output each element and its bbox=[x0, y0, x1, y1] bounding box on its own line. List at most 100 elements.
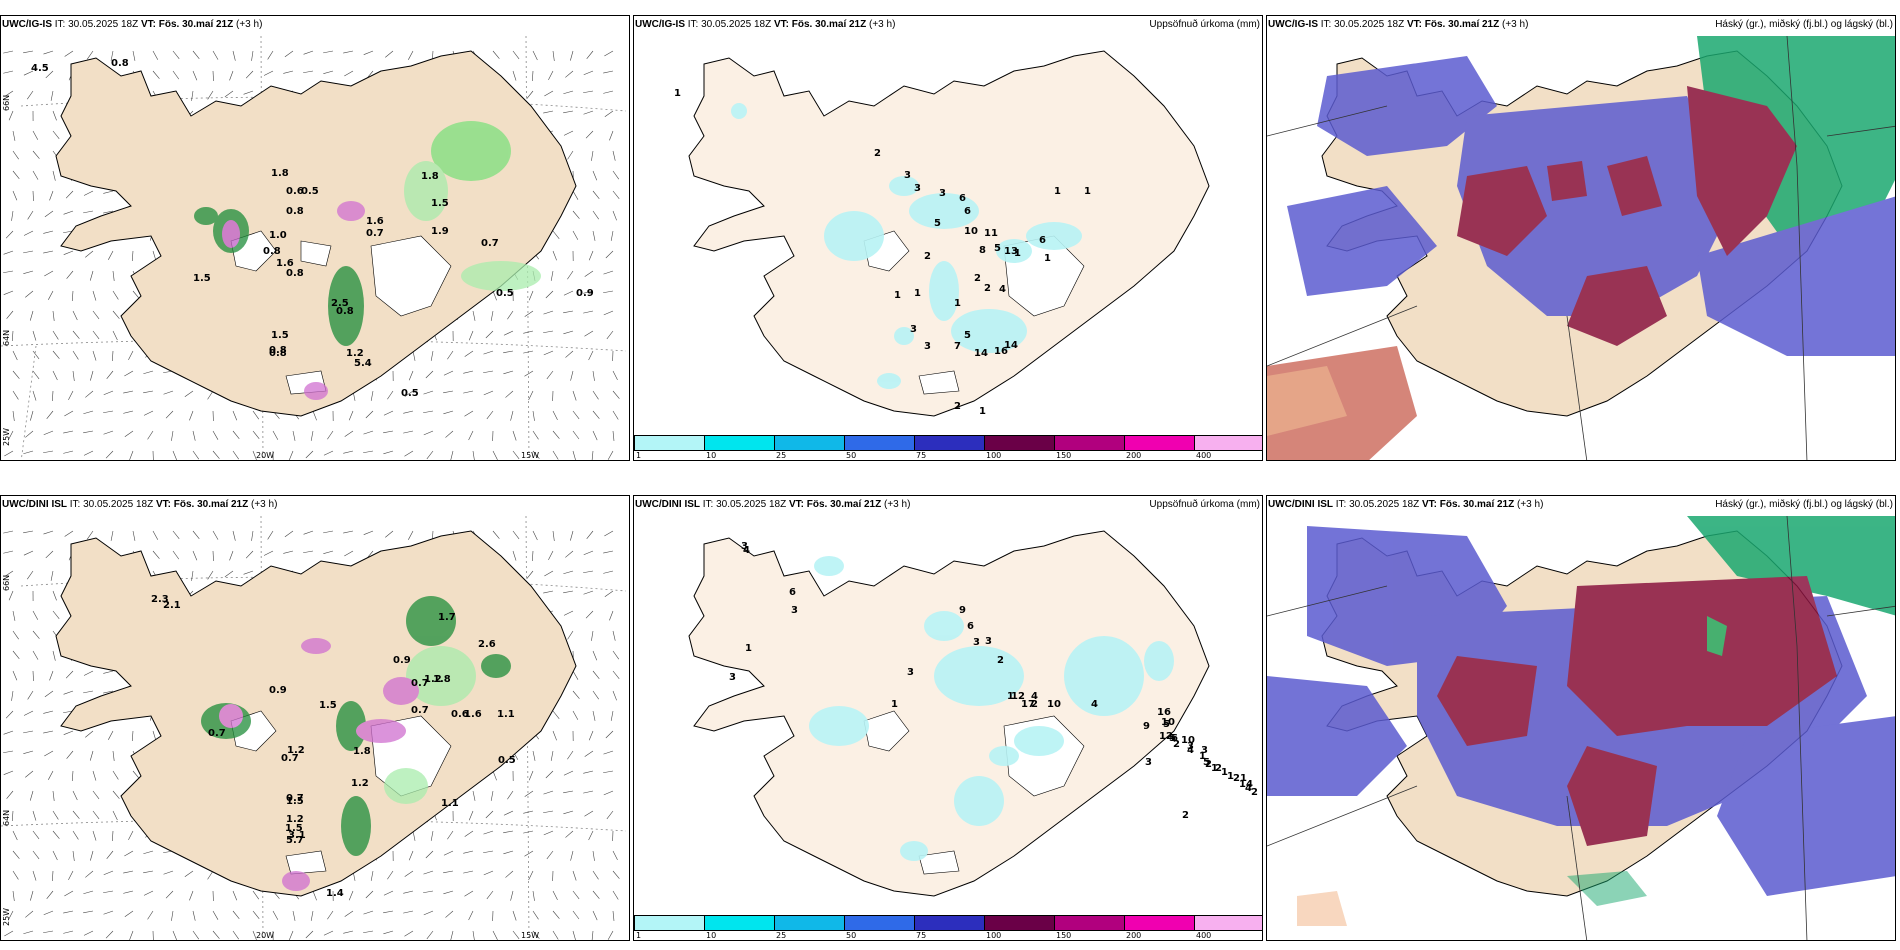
map-value-label: 1.8 bbox=[271, 168, 289, 179]
wind-speed-labels: 4.5 0.81.80.50.80.61.60.71.81.51.91.00.81… bbox=[31, 58, 594, 399]
map-value-label: 1 bbox=[1084, 186, 1091, 197]
wind-barb bbox=[172, 70, 180, 80]
wind-patches bbox=[194, 121, 541, 400]
wind-barb bbox=[612, 430, 615, 441]
colorbar-swatch bbox=[704, 435, 775, 451]
wind-barb bbox=[52, 850, 58, 861]
map-value-label: 1 bbox=[979, 406, 986, 417]
colorbar-swatch bbox=[914, 435, 985, 451]
map-value-label: 2 bbox=[984, 283, 991, 294]
wind-barb bbox=[609, 130, 614, 141]
map-value-label: 0.5 bbox=[496, 288, 514, 299]
wind-barb bbox=[232, 430, 240, 439]
wind-barb bbox=[612, 650, 620, 660]
colorbar: 1 10 25 50 75 100 150 200 400 bbox=[634, 435, 1262, 460]
panel-title: UWC/IG-IS IT: 30.05.2025 18Z VT: Fös. 30… bbox=[1268, 19, 1529, 30]
wind-barb bbox=[523, 330, 534, 334]
wind-barb bbox=[63, 930, 74, 934]
map-value-label: 0.8 bbox=[263, 246, 281, 257]
wind-barb bbox=[610, 710, 614, 721]
wind-barb bbox=[503, 330, 514, 336]
wind-barb bbox=[468, 810, 474, 821]
wind-barb bbox=[592, 870, 599, 880]
wind-barb bbox=[32, 870, 37, 881]
wind-barb bbox=[44, 270, 54, 277]
wind-barb bbox=[552, 430, 560, 439]
map-value-label: 2 bbox=[1031, 699, 1038, 710]
map-value-label: 1.2 bbox=[424, 674, 442, 685]
map-value-label: 14 bbox=[1239, 779, 1253, 790]
wind-barb bbox=[583, 70, 594, 76]
wind-barb bbox=[44, 690, 54, 698]
wind-barb bbox=[85, 870, 94, 878]
map-value-label: 1 bbox=[1054, 186, 1061, 197]
map-value-label: 6 bbox=[959, 193, 966, 204]
wind-barb bbox=[132, 50, 136, 61]
wind-barb bbox=[404, 870, 414, 877]
map-value-label: 13 bbox=[1004, 246, 1018, 257]
wind-barb bbox=[192, 930, 200, 940]
wind-barb bbox=[526, 570, 534, 579]
wind-barb bbox=[327, 910, 334, 920]
colorbar-swatch bbox=[634, 435, 705, 451]
iceland-land bbox=[688, 50, 1210, 417]
wind-barb bbox=[303, 50, 314, 55]
wind-barb bbox=[543, 110, 554, 114]
wind-barb bbox=[303, 70, 314, 74]
wind-barb bbox=[423, 890, 434, 894]
wind-barb bbox=[443, 870, 454, 874]
wind-barb bbox=[272, 430, 279, 440]
wind-barb bbox=[512, 930, 520, 940]
wind-barb bbox=[3, 290, 14, 295]
map-value-label: 1 bbox=[1221, 767, 1228, 778]
wind-barb bbox=[251, 530, 254, 541]
wind-barb bbox=[112, 770, 119, 780]
map-value-label: 4 bbox=[743, 545, 750, 556]
wind-barb bbox=[25, 430, 34, 438]
wind-barb bbox=[284, 530, 294, 538]
colorbar-swatch bbox=[984, 915, 1055, 931]
wind-barb bbox=[207, 390, 214, 400]
wind-speed-labels: 2.32.11.70.90.72.61.50.90.71.21.80.61.6 1… bbox=[151, 594, 516, 899]
wind-barb bbox=[528, 390, 534, 401]
wind-barb bbox=[543, 790, 554, 795]
panel-title: UWC/IG-IS IT: 30.05.2025 18Z VT: Fös. 30… bbox=[2, 19, 263, 30]
wind-barb bbox=[485, 810, 494, 819]
wind-barb bbox=[423, 870, 434, 875]
wind-barb bbox=[112, 830, 114, 841]
wind-barb bbox=[592, 910, 598, 921]
map-value-label: 2 bbox=[954, 401, 961, 412]
wind-barb bbox=[124, 370, 134, 377]
wind-barb bbox=[604, 530, 614, 537]
wind-barb bbox=[29, 790, 34, 801]
wind-barb bbox=[532, 550, 534, 561]
map-value-label: 2 bbox=[1251, 787, 1258, 798]
wind-barb bbox=[570, 50, 574, 61]
map-value-label: 2 bbox=[1215, 763, 1222, 774]
wind-barb bbox=[12, 170, 20, 179]
wind-barb bbox=[25, 910, 34, 918]
wind-barb bbox=[184, 870, 194, 878]
wind-barb bbox=[552, 250, 557, 261]
wind-barb bbox=[224, 570, 234, 578]
wind-barb bbox=[3, 250, 14, 255]
wind-barb bbox=[544, 570, 554, 577]
wind-barb bbox=[52, 590, 57, 601]
wind-barb bbox=[563, 330, 574, 335]
wind-barb bbox=[612, 910, 615, 921]
wind-barb bbox=[43, 450, 54, 454]
wind-barb bbox=[483, 390, 494, 396]
wind-barb bbox=[103, 670, 114, 674]
colorbar-tick: 400 bbox=[1196, 451, 1212, 460]
wind-barb bbox=[85, 390, 94, 398]
colorbar-tick: 75 bbox=[916, 931, 927, 940]
wind-barb bbox=[110, 530, 114, 541]
wind-barb bbox=[583, 110, 594, 115]
wind-barb bbox=[552, 50, 555, 61]
wind-patches bbox=[201, 596, 511, 891]
wind-barb bbox=[503, 350, 514, 354]
wind-barb bbox=[92, 290, 97, 301]
wind-barb bbox=[609, 610, 614, 621]
wind-barb bbox=[132, 290, 140, 299]
